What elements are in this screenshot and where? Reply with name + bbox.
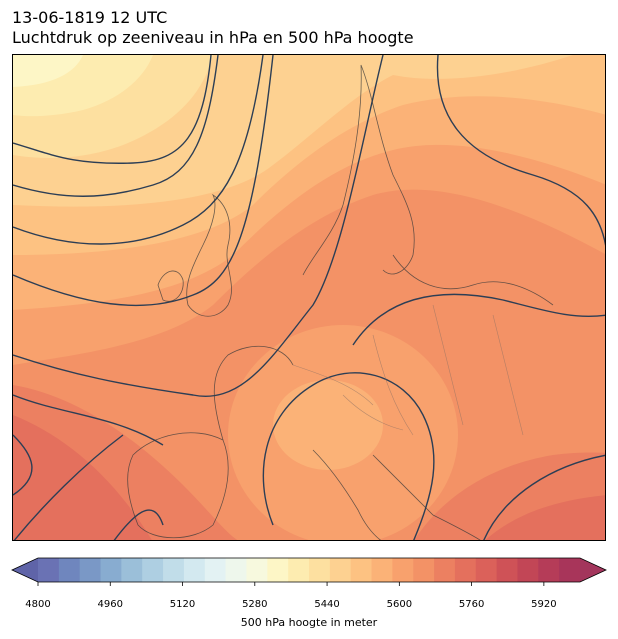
colorbar-tick-label: 5920 <box>531 599 557 610</box>
colorbar-swatch <box>183 558 206 582</box>
isobar <box>13 434 124 540</box>
colorbar-swatch <box>100 558 122 582</box>
colorbar-swatch <box>413 558 435 582</box>
colorbar-swatch <box>79 558 102 582</box>
coastline-france <box>213 345 294 441</box>
colorbar-swatch <box>225 558 247 582</box>
isobar <box>352 293 605 346</box>
coastline-britain <box>186 193 232 317</box>
isobar <box>262 372 435 540</box>
isobar <box>483 454 605 540</box>
colorbar-swatch <box>392 558 414 582</box>
colorbar-tick-label: 4800 <box>25 599 51 610</box>
coastline-italy <box>312 449 382 540</box>
colorbar-tick-label: 5120 <box>169 599 196 610</box>
colorbar-swatch <box>142 558 164 582</box>
country-border <box>432 304 464 426</box>
isobar <box>436 55 605 246</box>
height-band <box>13 415 152 540</box>
isobar <box>13 434 33 496</box>
colorbar-swatch <box>475 558 498 582</box>
colorbar-tick-label: 5440 <box>314 599 340 610</box>
colorbar-tick-label: 5600 <box>386 599 413 610</box>
coastline-scandinavia <box>302 64 415 276</box>
colorbar-tick-label: 5280 <box>242 599 268 610</box>
isobar <box>13 394 164 446</box>
colorbar-swatch <box>204 558 227 582</box>
country-border <box>492 314 524 436</box>
colorbar-swatch <box>350 558 373 582</box>
colorbar-swatch <box>434 558 456 582</box>
isobar <box>13 55 274 307</box>
height-band <box>485 495 605 540</box>
country-border <box>342 394 404 431</box>
colorbar-tick-label: 4960 <box>97 599 123 610</box>
title-date: 13-06-1819 12 UTC <box>12 8 168 27</box>
isobar <box>13 55 384 397</box>
isobar <box>13 55 264 245</box>
colorbar-swatch <box>288 558 310 582</box>
colorbar-tick-label: 5760 <box>458 599 485 610</box>
colorbar-swatch <box>246 558 268 582</box>
colorbar-swatch <box>454 558 477 582</box>
colorbar-swatch <box>58 558 81 582</box>
colorbar-swatch <box>371 558 393 582</box>
colorbar-swatch <box>267 558 289 582</box>
colorbar-swatch <box>309 558 331 582</box>
colorbar-label: 500 hPa hoogte in meter <box>240 616 378 629</box>
isobar <box>13 55 219 197</box>
colorbar-swatch <box>517 558 539 582</box>
colorbar-swatch <box>496 558 518 582</box>
coastline-iberia <box>127 432 229 539</box>
country-border <box>372 334 414 436</box>
isobar <box>113 509 164 540</box>
height-band <box>13 55 83 87</box>
colorbar-extend-max <box>580 558 606 582</box>
title-block: 13-06-1819 12 UTC Luchtdruk op zeeniveau… <box>12 8 414 48</box>
coastline-ireland <box>157 270 184 302</box>
country-border <box>292 364 374 406</box>
colorbar-extend-min <box>12 558 38 582</box>
colorbar-swatch <box>163 558 185 582</box>
colorbar-swatch <box>538 558 560 582</box>
height-ridge <box>273 380 383 470</box>
coastline-baltic <box>392 254 554 306</box>
colorbar-scale <box>11 557 607 586</box>
colorbar-swatch <box>38 558 60 582</box>
isobar <box>13 55 212 164</box>
colorbar-swatch <box>121 558 143 582</box>
colorbar-swatch <box>559 558 581 582</box>
colorbar-swatch <box>329 558 352 582</box>
coastline-balkans <box>372 454 481 540</box>
title-description: Luchtdruk op zeeniveau in hPa en 500 hPa… <box>12 28 414 47</box>
colorbar: 4800 4960 5120 5280 5440 5600 5760 5920 500 hPa… <box>10 556 608 636</box>
weather-map <box>12 54 606 541</box>
